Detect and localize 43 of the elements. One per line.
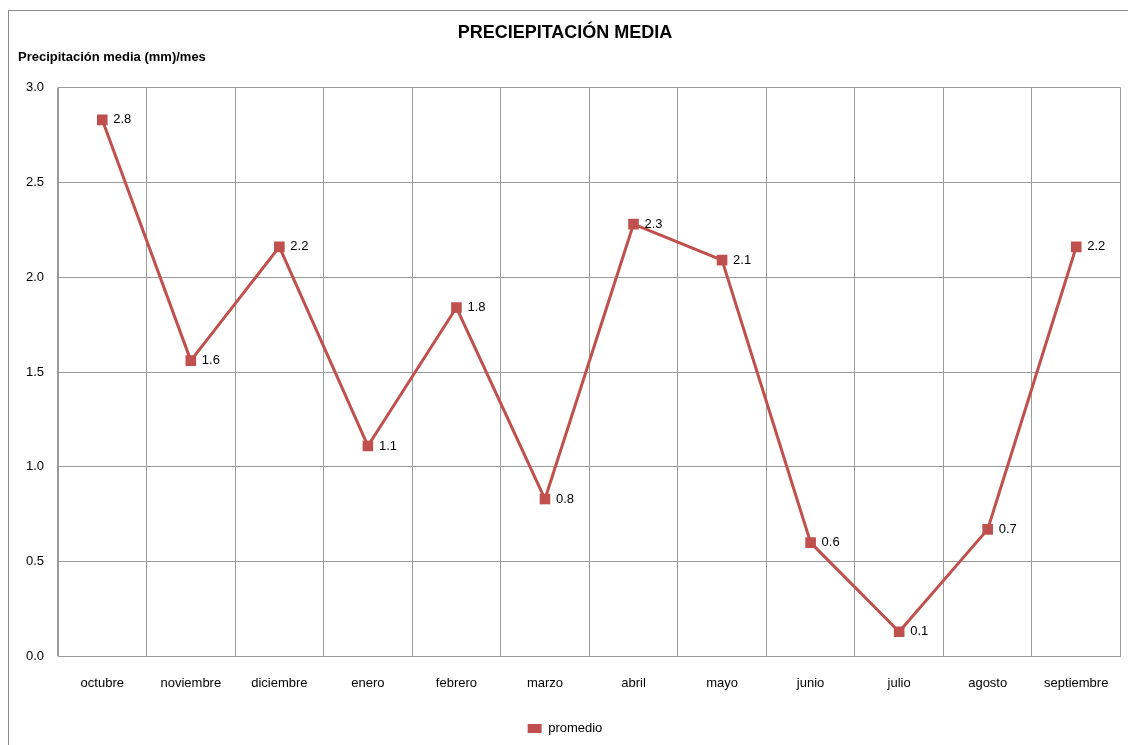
point [1070,241,1082,253]
x-tick-label: agosto [968,674,1008,690]
x-tick-label: octubre [80,674,124,690]
point [96,114,108,126]
data-label: 2.8 [113,111,132,127]
point [628,218,639,230]
x-tick-label: abril [621,674,646,690]
data-label: 0.6 [821,534,840,550]
data-label: 1.8 [467,299,486,315]
x-tick-label: septiembre [1044,674,1109,690]
data-label: 2.1 [733,251,752,267]
y-tick-label: 0.5 [25,553,44,569]
data-label: 1.6 [201,352,220,368]
chart-title: PRECIEPITACIÓN MEDIA [457,20,673,42]
y-tick-label: 2.0 [25,268,44,284]
y-tick-label: 1.5 [25,363,44,379]
data-label: 2.3 [644,215,663,231]
y-axis-title: Precipitación media (mm)/mes [18,49,206,65]
data-label: 1.1 [378,437,397,453]
x-tick-label: julio [886,674,911,690]
x-tick-label: noviembre [160,674,222,690]
x-tick-label: mayo [706,674,738,690]
x-tick-label: diciembre [251,674,308,690]
y-tick-label: 1.0 [25,458,44,474]
data-label: 2.2 [290,238,309,254]
point [274,241,285,253]
point [451,302,462,313]
data-label: 0.1 [910,623,929,639]
data-label: 2.2 [1087,238,1106,254]
point [185,355,197,366]
data-label: 0.7 [998,520,1017,536]
x-tick-label: febrero [435,674,478,690]
y-tick-label: 2.5 [25,173,44,189]
point [805,537,816,548]
x-tick-label: marzo [526,674,564,690]
data-label: 0.8 [555,490,575,506]
point [893,626,905,638]
x-tick-label: junio [795,674,825,690]
legend-label: promedio [548,720,603,736]
y-tick-label: 0.0 [25,647,44,663]
x-tick-label: enero [351,674,385,690]
y-tick-label: 3.0 [25,79,44,95]
point [982,524,993,535]
